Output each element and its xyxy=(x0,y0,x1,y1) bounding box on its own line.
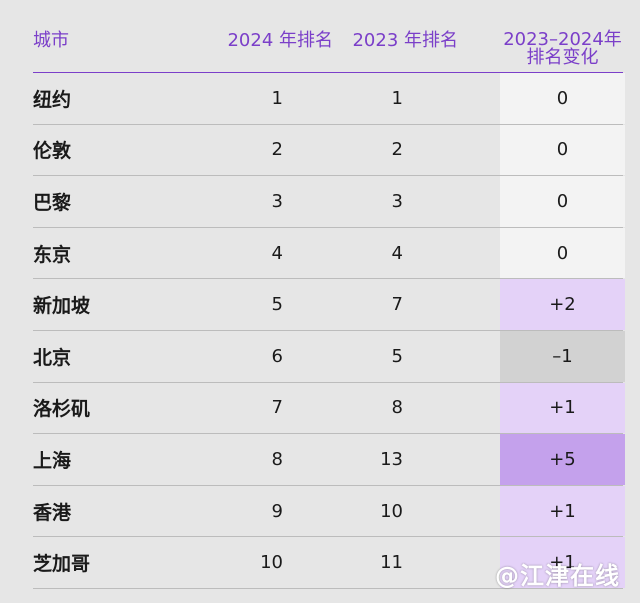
rank-2024-cell: 2 xyxy=(271,139,283,161)
rank-2024-cell: 4 xyxy=(271,242,283,264)
city-cell: 东京 xyxy=(33,243,72,266)
rank-2024-cell: 3 xyxy=(271,190,283,212)
rank-2023-cell: 5 xyxy=(391,345,403,367)
rank-change-cell: 0 xyxy=(500,227,625,279)
rank-2023-cell: 2 xyxy=(391,139,403,161)
table-row: 香港 9 10 +1 xyxy=(33,485,625,538)
watermark: @江津在线 xyxy=(495,562,620,590)
table-header: 城市 2024 年排名 2023 年排名 2023–2024年 排名变化 xyxy=(33,0,623,73)
rank-change-cell: +1 xyxy=(500,485,625,537)
city-cell: 新加坡 xyxy=(33,295,91,318)
city-cell: 伦敦 xyxy=(33,140,72,163)
header-rank-2024: 2024 年排名 xyxy=(227,30,333,51)
rank-change-cell: –1 xyxy=(500,330,625,382)
header-city: 城市 xyxy=(33,30,69,51)
header-rank-change-line2: 排名变化 xyxy=(526,47,599,68)
rank-2024-cell: 10 xyxy=(260,552,283,574)
table-row: 芝加哥 10 11 +1 xyxy=(33,537,625,589)
rank-change-cell: 0 xyxy=(500,124,625,176)
rank-change-cell: 0 xyxy=(500,176,625,227)
city-cell: 上海 xyxy=(33,449,72,472)
header-rank-change: 2023–2024年 排名变化 xyxy=(500,31,625,67)
rank-2023-cell: 4 xyxy=(391,242,403,264)
rank-2024-cell: 7 xyxy=(271,397,283,419)
rank-2023-cell: 13 xyxy=(380,448,403,470)
rank-2023-cell: 8 xyxy=(391,397,403,419)
city-cell: 巴黎 xyxy=(33,191,72,214)
table-row: 新加坡 5 7 +2 xyxy=(33,279,625,331)
table-body: 纽约 1 1 0 伦敦 2 2 0 巴黎 3 3 0 东京 4 4 0 新加坡 5 7 +2 北京 6 5 –1 洛杉矶 7 8 +1… xyxy=(33,73,625,589)
rank-change-cell: 0 xyxy=(500,73,625,124)
table-row: 洛杉矶 7 8 +1 xyxy=(33,382,625,435)
rank-change-cell: +1 xyxy=(500,382,625,434)
table-row: 东京 4 4 0 xyxy=(33,227,625,280)
rank-2024-cell: 1 xyxy=(271,87,283,109)
city-cell: 北京 xyxy=(33,346,72,369)
city-cell: 纽约 xyxy=(33,88,72,111)
header-rank-change-line1: 2023–2024年 xyxy=(503,29,622,50)
rank-2023-cell: 3 xyxy=(391,190,403,212)
rank-change-cell: +2 xyxy=(500,279,625,330)
city-ranking-table: 城市 2024 年排名 2023 年排名 2023–2024年 排名变化 纽约 1… xyxy=(33,0,625,589)
rank-2024-cell: 8 xyxy=(271,448,283,470)
table-row: 巴黎 3 3 0 xyxy=(33,176,625,228)
table-row: 纽约 1 1 0 xyxy=(33,73,625,125)
rank-2024-cell: 6 xyxy=(271,345,283,367)
table-row: 伦敦 2 2 0 xyxy=(33,124,625,177)
rank-2024-cell: 9 xyxy=(271,500,283,522)
table-row: 北京 6 5 –1 xyxy=(33,330,625,383)
rank-2024-cell: 5 xyxy=(271,294,283,316)
rank-change-cell: +5 xyxy=(500,434,625,485)
header-rank-2023: 2023 年排名 xyxy=(352,30,458,51)
rank-2023-cell: 11 xyxy=(380,552,403,574)
city-cell: 洛杉矶 xyxy=(33,398,91,421)
rank-change-cell: +1 xyxy=(500,537,625,588)
table-row: 上海 8 13 +5 xyxy=(33,434,625,486)
rank-2023-cell: 1 xyxy=(391,87,403,109)
city-cell: 芝加哥 xyxy=(33,553,91,576)
rank-2023-cell: 7 xyxy=(391,294,403,316)
city-cell: 香港 xyxy=(33,501,72,524)
rank-2023-cell: 10 xyxy=(380,500,403,522)
